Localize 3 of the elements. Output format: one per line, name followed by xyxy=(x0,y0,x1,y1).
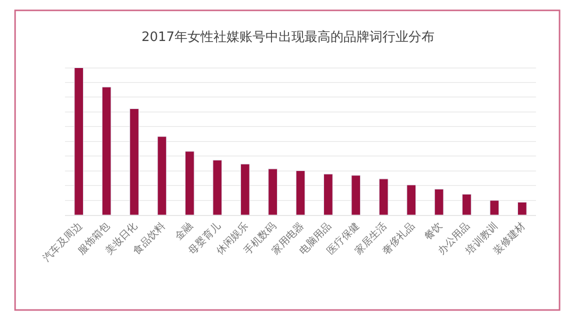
chart-title: 2017年女性社媒账号中出现最高的品牌词行业分布 xyxy=(141,29,435,46)
x-tick-label: 餐饮 xyxy=(422,220,445,243)
x-tick-label: 金融 xyxy=(172,220,196,243)
